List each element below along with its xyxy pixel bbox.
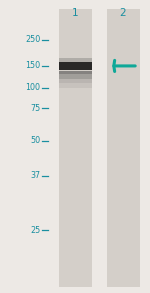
Bar <box>106 9 140 287</box>
Text: 25: 25 <box>30 226 40 234</box>
Text: 37: 37 <box>30 171 40 180</box>
Text: 2: 2 <box>120 8 126 18</box>
Bar <box>58 79 92 83</box>
Text: 250: 250 <box>25 35 40 44</box>
Bar <box>58 83 92 88</box>
Text: 1: 1 <box>72 8 78 18</box>
Bar <box>58 74 92 79</box>
Text: 75: 75 <box>30 104 40 113</box>
Bar <box>58 71 92 74</box>
Bar <box>58 62 92 70</box>
Bar <box>58 9 92 287</box>
Text: 150: 150 <box>25 62 40 70</box>
Text: 100: 100 <box>26 84 40 92</box>
Text: 50: 50 <box>30 136 40 145</box>
Bar <box>58 58 92 62</box>
